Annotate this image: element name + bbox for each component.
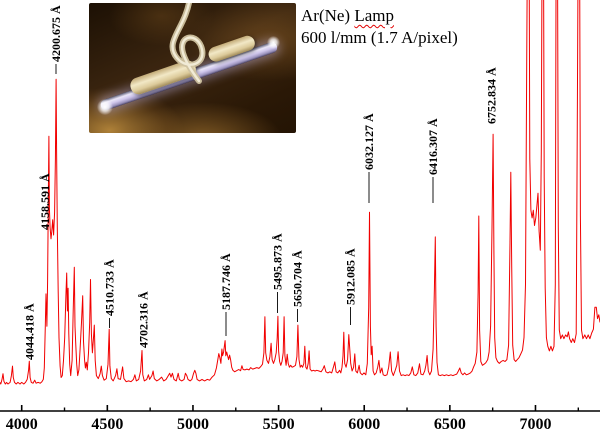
chart-title-lamp-type: Ar(Ne) <box>301 6 351 25</box>
x-axis-tick-label: 5000 <box>177 416 209 433</box>
peak-label: 4510.733 Å <box>103 259 117 316</box>
peak-label: 5912.085 Å <box>344 248 358 305</box>
peak-label: 4158.591 Å <box>38 173 52 230</box>
peak-label: 4200.675 Å <box>49 5 63 62</box>
chart-title: Ar(Ne) Lamp 600 l/mm (1.7 A/pixel) <box>301 5 458 49</box>
peak-label: 4044.418 Å <box>23 303 37 360</box>
chart-title-line1: Ar(Ne) Lamp <box>301 5 458 27</box>
x-axis-tick-label: 6000 <box>348 416 380 433</box>
peak-label: 6032.127 Å <box>362 113 376 170</box>
chart-title-line2: 600 l/mm (1.7 A/pixel) <box>301 28 458 47</box>
lamp-end-glint-left <box>97 99 113 115</box>
x-axis-tick-label: 4500 <box>91 416 123 433</box>
lamp-photo <box>89 3 296 133</box>
x-axis-tick-label: 7000 <box>519 416 551 433</box>
chart-title-lamp-word: Lamp <box>354 6 394 25</box>
lamp-end-glint-right <box>267 36 280 49</box>
peak-label: 6752.834 Å <box>485 67 499 124</box>
x-axis-tick-label: 4000 <box>6 416 38 433</box>
x-axis-tick-label: 6500 <box>434 416 466 433</box>
peak-label: 5495.873 Å <box>271 233 285 290</box>
peak-label: 5187.746 Å <box>219 253 233 310</box>
peak-label: 6416.307 Å <box>426 118 440 175</box>
spectrum-line <box>0 0 600 385</box>
lamp-cable-icon <box>169 3 206 84</box>
peak-label: 5650.704 Å <box>291 250 305 307</box>
x-axis-tick-label: 5500 <box>263 416 295 433</box>
peak-label: 4702.316 Å <box>137 291 151 348</box>
